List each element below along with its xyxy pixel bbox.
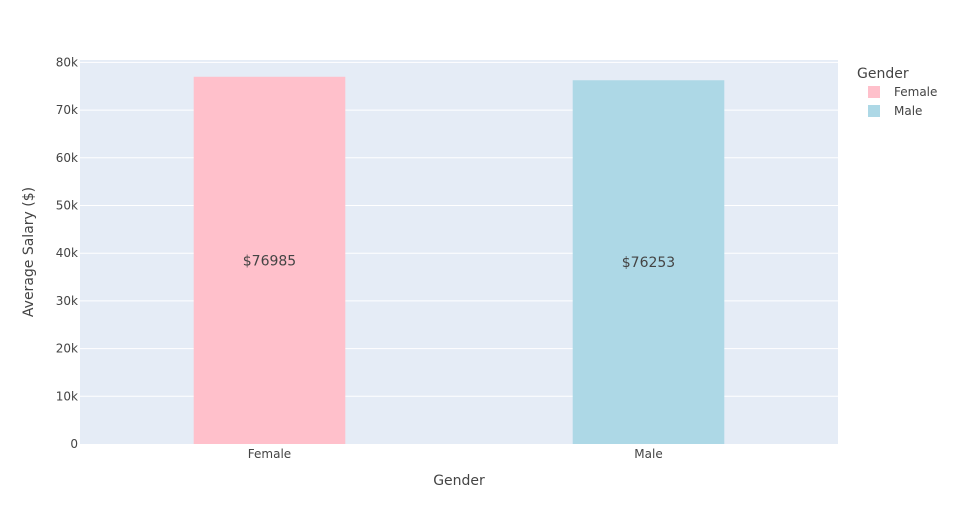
- bar-value-label: $76985: [243, 253, 296, 269]
- bar-female: [193, 76, 346, 444]
- legend-swatch-male: [868, 105, 880, 117]
- x-tick-label: Male: [634, 447, 662, 461]
- y-tick-label: 10k: [56, 389, 78, 403]
- y-tick-label: 80k: [56, 55, 78, 69]
- legend: Gender Female Male: [857, 66, 937, 118]
- y-tick-label: 40k: [56, 246, 78, 260]
- y-tick-label: 60k: [56, 151, 78, 165]
- x-axis-title: Gender: [433, 473, 485, 489]
- y-tick-label: 70k: [56, 103, 78, 117]
- bar-male: [572, 80, 725, 445]
- x-tick-label: Female: [248, 447, 291, 461]
- legend-label: Female: [894, 85, 937, 99]
- y-tick-label: 30k: [56, 294, 78, 308]
- bars: $76985 $76253: [193, 76, 725, 445]
- legend-swatch-female: [868, 86, 880, 98]
- x-axis-ticks: Female Male: [248, 447, 663, 461]
- y-tick-label: 20k: [56, 342, 78, 356]
- y-tick-label: 50k: [56, 198, 78, 212]
- bar-value-label: $76253: [622, 255, 675, 271]
- y-axis-title: Average Salary ($): [21, 187, 37, 317]
- legend-label: Male: [894, 104, 922, 118]
- y-axis-ticks: 0 10k 20k 30k 40k 50k 60k 70k 80k: [56, 55, 78, 451]
- legend-title: Gender: [857, 66, 909, 82]
- y-tick-label: 0: [70, 437, 78, 451]
